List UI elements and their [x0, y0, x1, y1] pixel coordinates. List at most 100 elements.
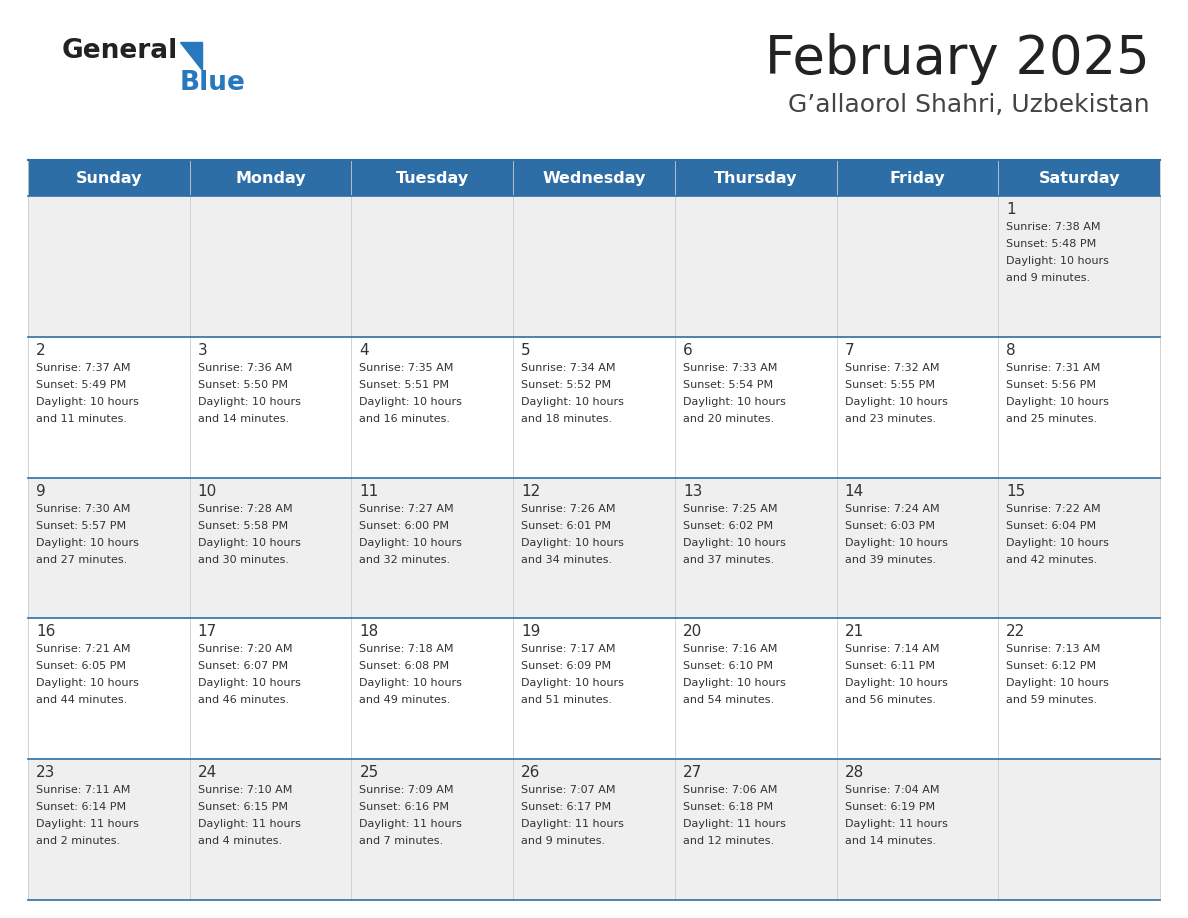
Text: Sunset: 6:12 PM: Sunset: 6:12 PM [1006, 661, 1097, 671]
Text: 10: 10 [197, 484, 217, 498]
Text: Daylight: 10 hours: Daylight: 10 hours [522, 397, 624, 407]
Text: Daylight: 10 hours: Daylight: 10 hours [1006, 397, 1110, 407]
Text: 16: 16 [36, 624, 56, 640]
Text: Daylight: 10 hours: Daylight: 10 hours [683, 538, 785, 548]
Text: Sunset: 6:05 PM: Sunset: 6:05 PM [36, 661, 126, 671]
Bar [675, 619, 836, 759]
Text: Sunrise: 7:27 AM: Sunrise: 7:27 AM [360, 504, 454, 513]
Text: and 30 minutes.: and 30 minutes. [197, 554, 289, 565]
Text: Sunset: 5:51 PM: Sunset: 5:51 PM [360, 380, 449, 390]
Text: Sunset: 5:55 PM: Sunset: 5:55 PM [845, 380, 935, 390]
Text: Wednesday: Wednesday [542, 171, 646, 185]
Text: Sunset: 6:04 PM: Sunset: 6:04 PM [1006, 521, 1097, 531]
Text: Sunrise: 7:14 AM: Sunrise: 7:14 AM [845, 644, 939, 655]
Text: and 25 minutes.: and 25 minutes. [1006, 414, 1098, 424]
Text: and 20 minutes.: and 20 minutes. [683, 414, 775, 424]
Text: February 2025: February 2025 [765, 33, 1150, 85]
Text: Daylight: 10 hours: Daylight: 10 hours [683, 397, 785, 407]
Text: Sunset: 6:11 PM: Sunset: 6:11 PM [845, 661, 935, 671]
Bar [29, 160, 1159, 196]
Text: Sunset: 5:48 PM: Sunset: 5:48 PM [1006, 239, 1097, 249]
Text: Daylight: 10 hours: Daylight: 10 hours [360, 538, 462, 548]
Text: and 42 minutes.: and 42 minutes. [1006, 554, 1098, 565]
Text: Daylight: 10 hours: Daylight: 10 hours [197, 397, 301, 407]
Text: Daylight: 10 hours: Daylight: 10 hours [36, 678, 139, 688]
Text: 25: 25 [360, 766, 379, 780]
Text: and 12 minutes.: and 12 minutes. [683, 836, 775, 846]
Text: and 37 minutes.: and 37 minutes. [683, 554, 775, 565]
Text: Daylight: 10 hours: Daylight: 10 hours [1006, 538, 1110, 548]
Text: Daylight: 10 hours: Daylight: 10 hours [36, 538, 139, 548]
Text: and 4 minutes.: and 4 minutes. [197, 836, 282, 846]
Text: 19: 19 [522, 624, 541, 640]
Text: 14: 14 [845, 484, 864, 498]
Text: and 54 minutes.: and 54 minutes. [683, 696, 775, 705]
Text: Sunset: 6:16 PM: Sunset: 6:16 PM [360, 802, 449, 812]
Bar [998, 477, 1159, 619]
Text: Sunrise: 7:28 AM: Sunrise: 7:28 AM [197, 504, 292, 513]
Bar [29, 477, 190, 619]
Text: Sunset: 5:50 PM: Sunset: 5:50 PM [197, 380, 287, 390]
Text: 11: 11 [360, 484, 379, 498]
Text: Sunrise: 7:04 AM: Sunrise: 7:04 AM [845, 785, 939, 795]
Text: and 39 minutes.: and 39 minutes. [845, 554, 936, 565]
Text: and 51 minutes.: and 51 minutes. [522, 696, 612, 705]
Bar [190, 337, 352, 477]
Text: and 44 minutes.: and 44 minutes. [36, 696, 127, 705]
Text: 1: 1 [1006, 202, 1016, 217]
Text: 22: 22 [1006, 624, 1025, 640]
Text: Sunrise: 7:22 AM: Sunrise: 7:22 AM [1006, 504, 1101, 513]
Text: and 34 minutes.: and 34 minutes. [522, 554, 612, 565]
Text: Daylight: 11 hours: Daylight: 11 hours [845, 819, 948, 829]
Bar [836, 759, 998, 900]
Bar [513, 759, 675, 900]
Text: 20: 20 [683, 624, 702, 640]
Bar [836, 619, 998, 759]
Bar [190, 477, 352, 619]
Bar [836, 477, 998, 619]
Polygon shape [181, 42, 202, 70]
Text: General: General [62, 38, 178, 64]
Bar [352, 619, 513, 759]
Text: Sunrise: 7:17 AM: Sunrise: 7:17 AM [522, 644, 615, 655]
Text: 7: 7 [845, 342, 854, 358]
Text: Sunset: 6:15 PM: Sunset: 6:15 PM [197, 802, 287, 812]
Text: Sunrise: 7:18 AM: Sunrise: 7:18 AM [360, 644, 454, 655]
Bar [836, 337, 998, 477]
Text: Sunset: 6:01 PM: Sunset: 6:01 PM [522, 521, 611, 531]
Text: Daylight: 11 hours: Daylight: 11 hours [522, 819, 624, 829]
Text: Sunrise: 7:33 AM: Sunrise: 7:33 AM [683, 363, 777, 373]
Text: G’allaorol Shahri, Uzbekistan: G’allaorol Shahri, Uzbekistan [789, 93, 1150, 117]
Text: Saturday: Saturday [1038, 171, 1120, 185]
Text: and 16 minutes.: and 16 minutes. [360, 414, 450, 424]
Text: 4: 4 [360, 342, 369, 358]
Text: and 9 minutes.: and 9 minutes. [522, 836, 605, 846]
Text: Sunrise: 7:20 AM: Sunrise: 7:20 AM [197, 644, 292, 655]
Text: Sunrise: 7:36 AM: Sunrise: 7:36 AM [197, 363, 292, 373]
Text: 13: 13 [683, 484, 702, 498]
Text: 28: 28 [845, 766, 864, 780]
Text: Daylight: 11 hours: Daylight: 11 hours [360, 819, 462, 829]
Bar [513, 337, 675, 477]
Text: Monday: Monday [235, 171, 305, 185]
Bar [998, 759, 1159, 900]
Text: and 9 minutes.: and 9 minutes. [1006, 273, 1091, 283]
Text: Daylight: 10 hours: Daylight: 10 hours [522, 538, 624, 548]
Text: Sunrise: 7:10 AM: Sunrise: 7:10 AM [197, 785, 292, 795]
Text: and 56 minutes.: and 56 minutes. [845, 696, 936, 705]
Bar [29, 196, 190, 337]
Text: Sunset: 5:49 PM: Sunset: 5:49 PM [36, 380, 126, 390]
Text: Sunrise: 7:06 AM: Sunrise: 7:06 AM [683, 785, 777, 795]
Bar [998, 619, 1159, 759]
Text: and 59 minutes.: and 59 minutes. [1006, 696, 1098, 705]
Text: 15: 15 [1006, 484, 1025, 498]
Text: Sunrise: 7:11 AM: Sunrise: 7:11 AM [36, 785, 131, 795]
Text: Sunset: 6:03 PM: Sunset: 6:03 PM [845, 521, 935, 531]
Text: Daylight: 11 hours: Daylight: 11 hours [683, 819, 785, 829]
Text: Sunrise: 7:38 AM: Sunrise: 7:38 AM [1006, 222, 1101, 232]
Text: Sunrise: 7:26 AM: Sunrise: 7:26 AM [522, 504, 615, 513]
Text: 5: 5 [522, 342, 531, 358]
Text: 12: 12 [522, 484, 541, 498]
Text: 23: 23 [36, 766, 56, 780]
Text: Daylight: 10 hours: Daylight: 10 hours [1006, 256, 1110, 266]
